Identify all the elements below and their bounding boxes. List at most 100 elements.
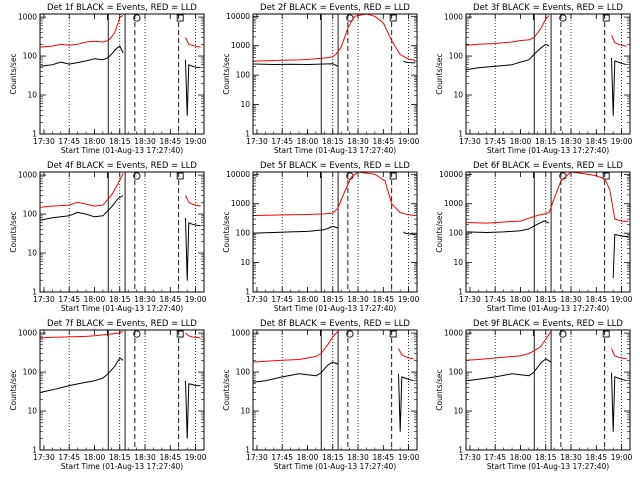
square-glyph [176, 330, 184, 338]
y-tick-label: 1 [458, 446, 463, 455]
y-axis-label: Counts/sec [9, 211, 18, 252]
x-tick-label: 18:15 [322, 137, 344, 146]
x-tick-label: 18:45 [372, 453, 394, 462]
saa-glyph [133, 14, 141, 22]
square-glyph [176, 14, 184, 22]
panel-det-2: Det 2f BLACK = Events, RED = LLD 17:30 17:… [222, 3, 420, 155]
y-axis-label: Counts/sec [222, 211, 231, 252]
y-tick-label: 1 [458, 130, 463, 139]
y-tick-label: 1 [245, 288, 250, 297]
y-axis-label: Counts/sec [222, 53, 231, 94]
x-axis-label: Start Time (01-Aug-13 17:27:40) [274, 146, 396, 155]
x-tick-label: 17:30 [459, 137, 481, 146]
x-tick-label: 19:00 [398, 137, 420, 146]
x-tick-label: 18:30 [347, 137, 369, 146]
events-series-line [466, 43, 550, 71]
y-axis-label: Counts/sec [9, 53, 18, 94]
square-glyph [389, 14, 397, 22]
panel-det-1: Det 1f BLACK = Events, RED = LLD 17:30 17:… [9, 3, 207, 155]
events-series-line [612, 234, 629, 279]
square-glyph [602, 330, 610, 338]
x-tick-label: 18:00 [297, 295, 319, 304]
plot-frame [465, 171, 631, 293]
panel-det-3: Det 3f BLACK = Events, RED = LLD 17:30 17:… [435, 3, 633, 155]
x-tick-label: 17:45 [271, 453, 293, 462]
lld-series-line [611, 348, 627, 360]
y-axis-label: Counts/sec [222, 369, 231, 410]
x-tick-label: 18:45 [585, 137, 607, 146]
x-tick-label: 19:00 [398, 453, 420, 462]
x-tick-label: 18:00 [297, 137, 319, 146]
x-tick-label: 18:00 [510, 453, 532, 462]
panel-det-8: Det 8f BLACK = Events, RED = LLD 17:30 17:… [222, 319, 420, 471]
y-tick-label: 1000 [18, 13, 37, 22]
y-tick-label: 1 [245, 446, 250, 455]
y-tick-label: 10 [453, 258, 463, 267]
lld-series-line [253, 13, 416, 62]
lld-series-line [185, 37, 201, 48]
x-tick-label: 17:30 [33, 137, 55, 146]
y-tick-label: 1000 [444, 329, 463, 338]
x-tick-label: 17:45 [271, 137, 293, 146]
square-glyph [389, 172, 397, 180]
panel-det-7: Det 7f BLACK = Events, RED = LLD 17:30 17:… [9, 319, 207, 471]
lld-series-line [185, 195, 201, 207]
events-series-line [40, 195, 124, 221]
plot-frame [252, 329, 418, 451]
x-tick-label: 18:45 [372, 137, 394, 146]
y-axis-label: Counts/sec [435, 369, 444, 410]
y-tick-label: 1000 [18, 329, 37, 338]
x-tick-label: 18:15 [322, 453, 344, 462]
panel-title: Det 9f BLACK = Events, RED = LLD [473, 319, 623, 329]
lld-series-line [611, 34, 627, 47]
x-tick-label: 18:15 [535, 453, 557, 462]
events-series-line [253, 361, 338, 383]
x-tick-label: 18:30 [134, 453, 156, 462]
x-tick-label: 19:00 [185, 453, 207, 462]
x-axis-label: Start Time (01-Aug-13 17:27:40) [61, 304, 183, 313]
events-series-line [40, 45, 124, 67]
x-tick-label: 18:00 [84, 453, 106, 462]
y-tick-label: 10000 [439, 170, 463, 179]
y-tick-label: 10 [240, 407, 250, 416]
x-axis-label: Start Time (01-Aug-13 17:27:40) [487, 146, 609, 155]
lld-series-line [466, 331, 552, 361]
square-glyph [389, 330, 397, 338]
plot-frame [252, 13, 418, 135]
y-tick-label: 1 [32, 288, 37, 297]
plot-frame [39, 171, 205, 293]
x-tick-label: 17:45 [58, 137, 80, 146]
y-tick-label: 1000 [231, 329, 250, 338]
x-tick-label: 18:30 [134, 137, 156, 146]
x-tick-label: 19:00 [611, 453, 633, 462]
plot-frame [465, 329, 631, 451]
x-axis-label: Start Time (01-Aug-13 17:27:40) [61, 462, 183, 471]
x-tick-label: 17:30 [459, 453, 481, 462]
lld-series-line [466, 15, 550, 46]
x-tick-label: 18:30 [560, 295, 582, 304]
saa-glyph [559, 14, 567, 22]
x-tick-label: 19:00 [611, 137, 633, 146]
events-series-line [611, 57, 627, 116]
y-tick-label: 1000 [444, 13, 463, 22]
y-tick-label: 1000 [444, 199, 463, 208]
plot-frame [465, 13, 631, 135]
x-tick-label: 18:45 [159, 295, 181, 304]
y-tick-label: 10 [453, 91, 463, 100]
panel-det-9: Det 9f BLACK = Events, RED = LLD 17:30 17:… [435, 319, 633, 471]
y-tick-label: 10 [453, 407, 463, 416]
x-tick-label: 17:30 [246, 137, 268, 146]
x-axis-label: Start Time (01-Aug-13 17:27:40) [274, 304, 396, 313]
y-tick-label: 100 [449, 368, 464, 377]
saa-glyph [346, 330, 354, 338]
x-tick-label: 19:00 [398, 295, 420, 304]
events-series-line [185, 380, 201, 439]
x-tick-label: 18:30 [560, 453, 582, 462]
x-tick-label: 18:15 [109, 137, 131, 146]
x-tick-label: 18:45 [585, 295, 607, 304]
y-tick-label: 1 [32, 446, 37, 455]
x-tick-label: 18:30 [347, 453, 369, 462]
x-axis-label: Start Time (01-Aug-13 17:27:40) [487, 304, 609, 313]
lld-series-line [185, 332, 201, 339]
